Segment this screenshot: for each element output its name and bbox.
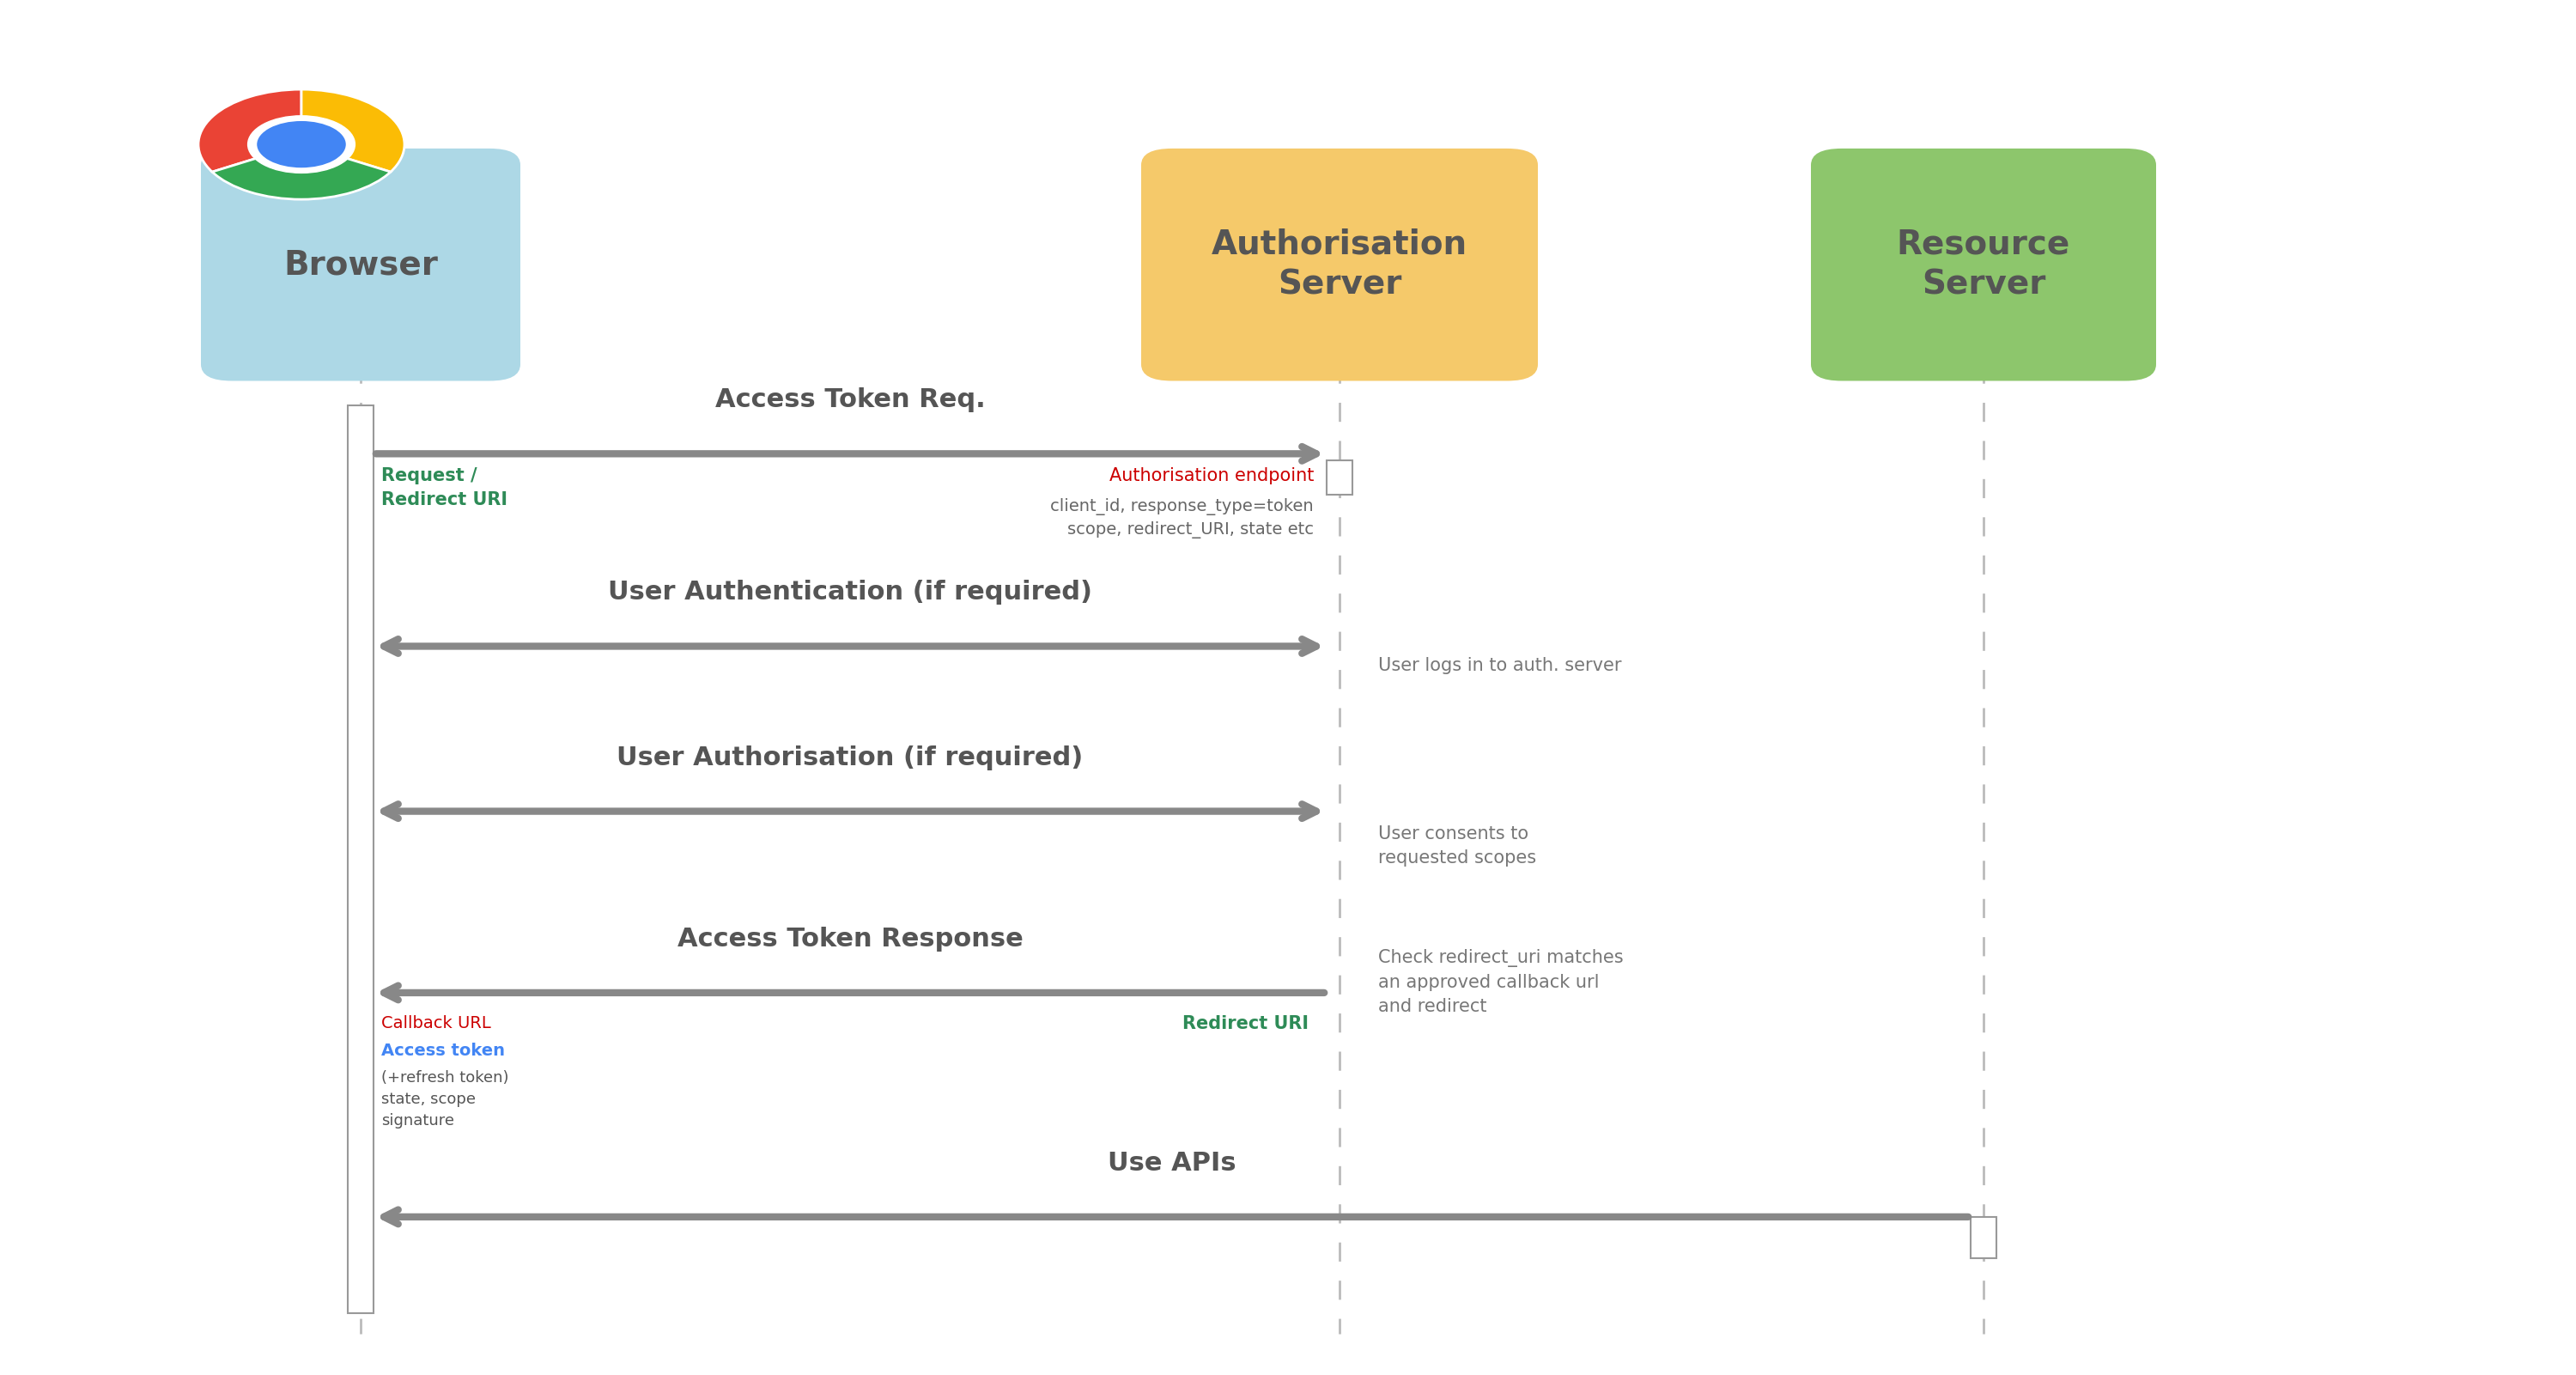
Text: client_id, response_type=token
scope, redirect_URI, state etc: client_id, response_type=token scope, re…	[1051, 498, 1314, 539]
Text: Access token: Access token	[381, 1042, 505, 1059]
Bar	[1971, 1217, 1996, 1258]
Text: Check redirect_uri matches
an approved callback url
and redirect: Check redirect_uri matches an approved c…	[1378, 949, 1623, 1015]
Text: Access Token Response: Access Token Response	[677, 927, 1023, 951]
Text: Use APIs: Use APIs	[1108, 1151, 1236, 1176]
Wedge shape	[198, 89, 301, 172]
Text: Access Token Req.: Access Token Req.	[716, 388, 984, 412]
FancyBboxPatch shape	[1811, 148, 2156, 381]
Wedge shape	[301, 89, 404, 172]
Bar	[1327, 461, 1352, 495]
Text: User logs in to auth. server: User logs in to auth. server	[1378, 657, 1623, 674]
Text: User Authorisation (if required): User Authorisation (if required)	[616, 745, 1084, 770]
Text: User consents to
requested scopes: User consents to requested scopes	[1378, 825, 1535, 866]
Text: Authorisation endpoint: Authorisation endpoint	[1110, 468, 1314, 484]
Text: Resource
Server: Resource Server	[1896, 228, 2071, 301]
Circle shape	[255, 120, 348, 169]
Bar	[348, 406, 374, 1313]
Text: Browser: Browser	[283, 249, 438, 280]
Text: Redirect URI: Redirect URI	[1182, 1015, 1309, 1031]
FancyBboxPatch shape	[1141, 148, 1538, 381]
Text: User Authentication (if required): User Authentication (if required)	[608, 580, 1092, 605]
Text: Request /
Redirect URI: Request / Redirect URI	[381, 468, 507, 509]
Text: (+refresh token)
state, scope
signature: (+refresh token) state, scope signature	[381, 1070, 507, 1128]
FancyBboxPatch shape	[201, 148, 520, 381]
Text: Authorisation
Server: Authorisation Server	[1211, 228, 1468, 301]
Text: Callback URL: Callback URL	[381, 1015, 492, 1031]
Circle shape	[247, 116, 355, 173]
Wedge shape	[211, 144, 392, 199]
